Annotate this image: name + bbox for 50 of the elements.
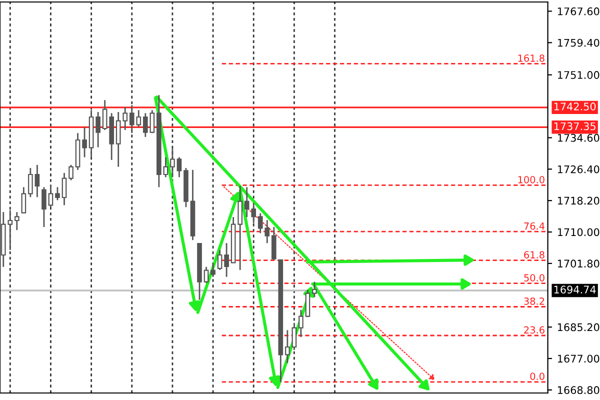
ref-line-label: 1694.74	[554, 286, 596, 294]
candlestick	[163, 156, 168, 178]
candlestick	[68, 164, 74, 181]
candlestick	[204, 266, 209, 284]
candlestick	[55, 186, 60, 201]
candlestick	[42, 186, 46, 228]
y-tick-label: 1677.00	[558, 354, 600, 363]
y-tick-label: 1718.20	[558, 196, 600, 205]
annotation: 76.4	[524, 222, 545, 230]
ref-line-label: 1742.50	[554, 102, 596, 110]
candlestick	[271, 226, 276, 261]
candlestick	[238, 185, 242, 271]
y-tick-label: 1759.40	[558, 38, 600, 47]
candlestick	[62, 172, 67, 206]
annotation: 50.0	[524, 274, 544, 282]
candlestick	[21, 186, 26, 214]
y-tick-label: 1734.60	[558, 134, 600, 142]
ref-line-label: 1737.35	[554, 122, 596, 130]
candlestick	[305, 289, 310, 318]
y-tick-label: 1726.40	[558, 165, 600, 174]
candlestick	[312, 281, 317, 298]
y-tick-label: 1701.80	[558, 260, 600, 268]
annotation: 100.0	[518, 176, 544, 184]
candlestick	[217, 249, 222, 271]
candlestick	[34, 164, 40, 198]
candlestick	[210, 262, 216, 278]
candlestick	[224, 242, 229, 278]
y-tick-label: 1710.00	[558, 228, 600, 236]
candlestick	[82, 126, 87, 158]
candlestick	[298, 309, 304, 338]
annotation: 161.8	[518, 54, 544, 62]
candlestick	[176, 156, 182, 178]
y-tick-label: 1767.60	[558, 7, 600, 16]
candlestick	[170, 147, 175, 178]
annotation: 61.8	[524, 251, 544, 258]
annotation: 0.0	[530, 372, 544, 380]
y-tick-label: 1751.00	[558, 71, 600, 79]
annotation: 23.6	[524, 326, 544, 334]
candlestick	[96, 111, 100, 148]
y-tick-label: 1668.80	[558, 386, 600, 394]
y-tick-label: 1685.20	[558, 323, 600, 332]
candlestick	[102, 99, 108, 131]
candlestick	[285, 329, 290, 364]
candlestick	[14, 211, 20, 231]
candlestick	[292, 322, 297, 351]
annotation: 38.2	[524, 298, 544, 305]
candlestick	[150, 109, 155, 134]
candlestick	[142, 112, 148, 138]
candlestick	[48, 184, 54, 208]
candlestick	[28, 167, 33, 198]
